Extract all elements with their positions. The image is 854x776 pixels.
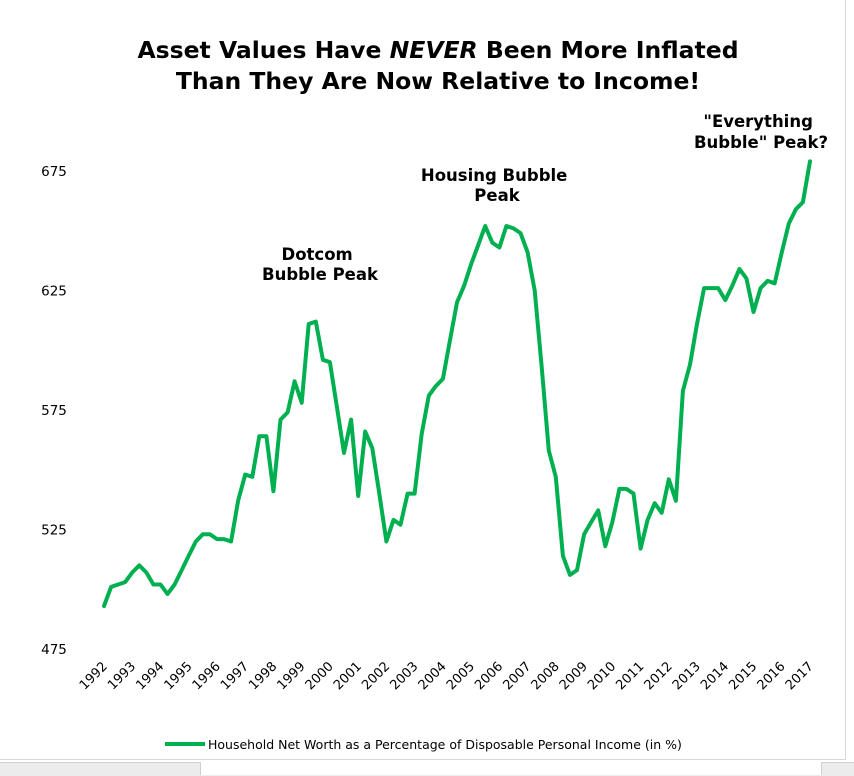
x-tick-label: 1996 (190, 659, 224, 693)
x-tick-label: 2014 (698, 659, 732, 693)
annotation-housing-line-2: Peak (474, 186, 520, 205)
x-tick-label: 2007 (500, 659, 534, 693)
chart-frame (0, 0, 846, 760)
y-tick-label: 575 (41, 403, 67, 419)
x-tick-label: 2010 (585, 659, 619, 693)
y-tick-label: 475 (41, 642, 67, 658)
x-tick-label: 2012 (642, 659, 676, 693)
line-chart: Asset Values Have NEVER Been More Inflat… (41, 36, 828, 752)
x-tick-label: 2002 (359, 659, 393, 693)
series-line (102, 159, 812, 608)
x-tick-label: 2017 (783, 659, 817, 693)
x-tick-label: 2004 (416, 659, 450, 693)
annotation-everything-line-1: "Everything (703, 112, 813, 131)
x-tick-label: 2009 (557, 659, 591, 693)
y-tick-label: 675 (41, 164, 67, 180)
title-1-emphasis: NEVER (390, 36, 478, 64)
annotation-dotcom-line-1: Dotcom (282, 245, 353, 264)
x-tick-label: 1993 (105, 659, 139, 693)
title-2-text: Than They Are Now Relative to Income! (176, 67, 700, 95)
x-tick-label: 2000 (303, 659, 337, 693)
x-tick-label: 1992 (77, 659, 111, 693)
annotation-dotcom: Dotcom Bubble Peak (262, 245, 379, 284)
x-tick-label: 1997 (218, 659, 252, 693)
x-tick-label: 1998 (246, 659, 280, 693)
bottom-tab (200, 762, 822, 775)
x-tick-label: 2013 (670, 659, 704, 693)
x-tick-label: 2011 (613, 659, 647, 693)
x-tick-label: 2001 (331, 659, 365, 693)
x-tick-label: 1994 (133, 659, 167, 693)
annotation-housing-line-1: Housing Bubble (421, 166, 567, 185)
x-tick-label: 2003 (387, 659, 421, 693)
annotation-dotcom-line-2: Bubble Peak (262, 265, 379, 284)
y-tick-label: 625 (41, 284, 67, 300)
x-tick-label: 2006 (472, 659, 506, 693)
annotation-housing: Housing Bubble Peak (421, 166, 573, 205)
x-tick-label: 2008 (529, 659, 563, 693)
chart-title-line-2: Than They Are Now Relative to Income! (176, 67, 700, 95)
chart-title-line-1: Asset Values Have NEVER Been More Inflat… (137, 36, 738, 64)
x-tick-label: 2015 (726, 659, 760, 693)
annotation-everything: "Everything Bubble" Peak? (694, 112, 828, 152)
title-1-post: Been More Inflated (478, 36, 739, 64)
x-tick-label: 1995 (162, 659, 196, 693)
series-group (102, 159, 812, 608)
x-axis-ticks: 1992199319941995199619971998199920002001… (77, 659, 817, 693)
x-tick-label: 1999 (275, 659, 309, 693)
x-tick-label: 2005 (444, 659, 478, 693)
x-tick-label: 2016 (755, 659, 789, 693)
title-1-pre: Asset Values Have (137, 36, 389, 64)
legend-label: Household Net Worth as a Percentage of D… (208, 737, 682, 752)
y-axis-ticks: 475 525 575 625 675 (41, 164, 67, 658)
y-tick-label: 525 (41, 523, 67, 539)
annotation-everything-line-2: Bubble" Peak? (694, 133, 828, 152)
